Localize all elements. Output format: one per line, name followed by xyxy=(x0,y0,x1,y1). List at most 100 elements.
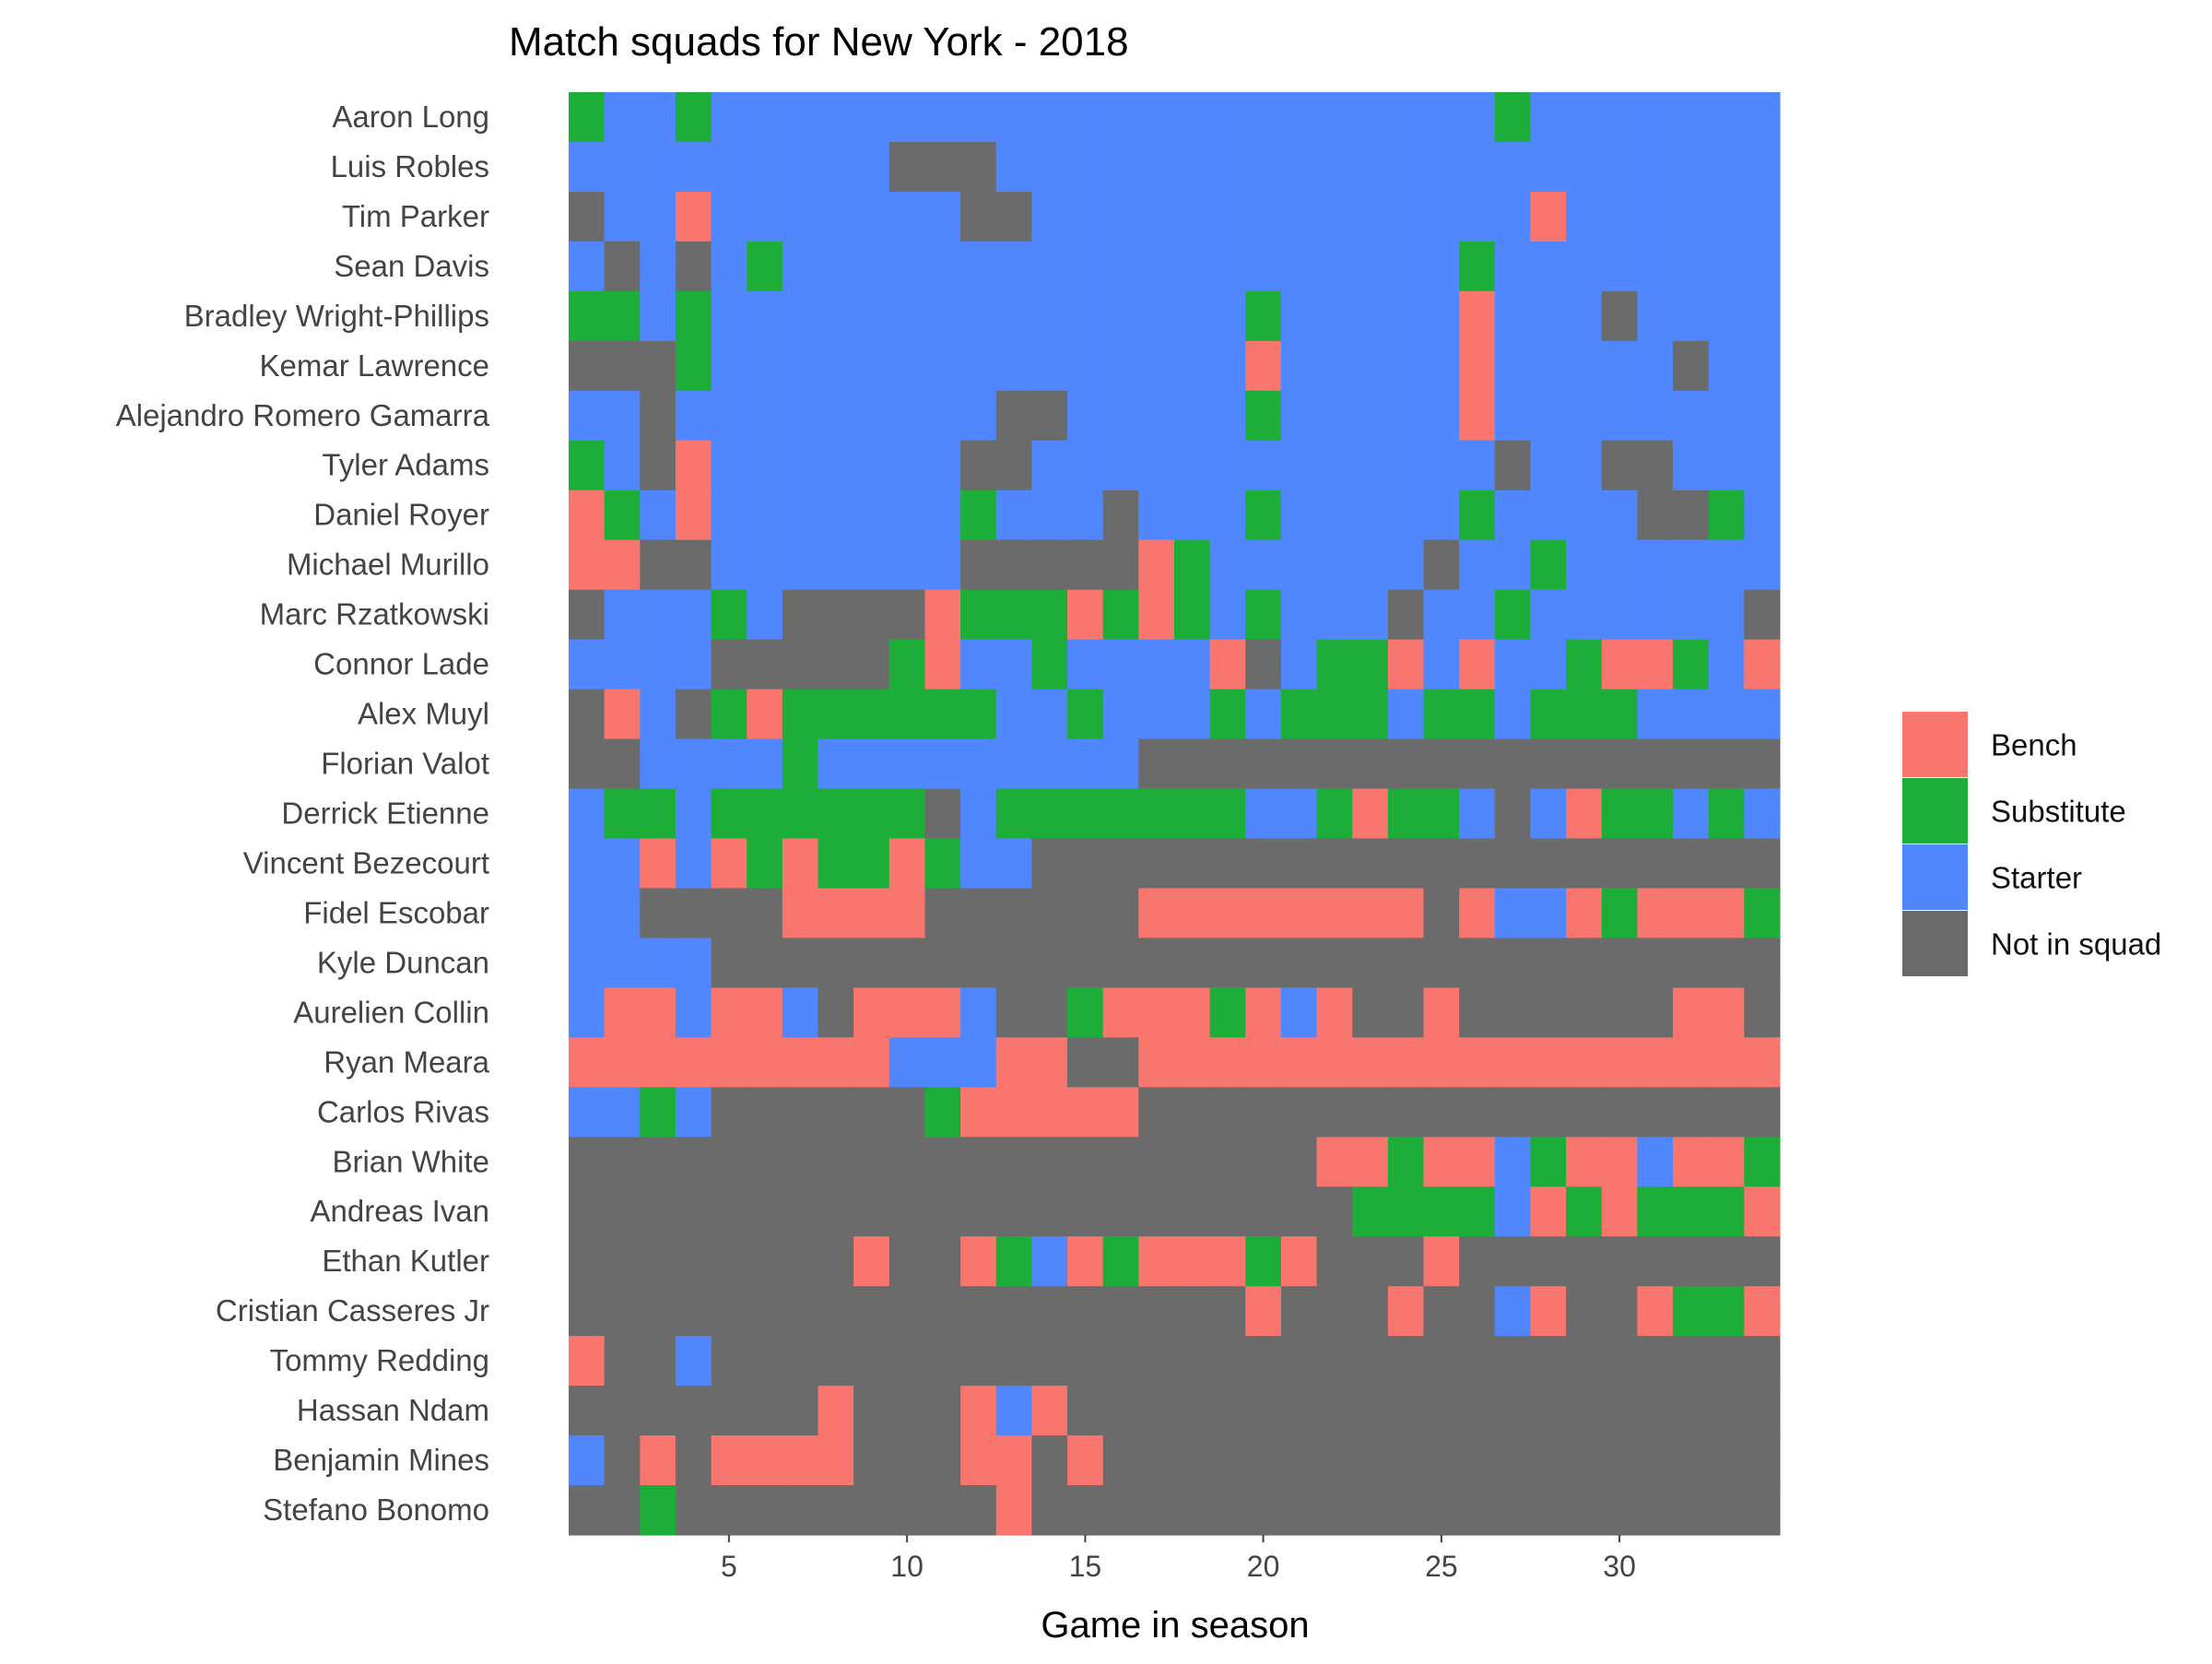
heatmap-cell-starter xyxy=(569,838,606,890)
heatmap-cell-starter xyxy=(1423,141,1460,193)
heatmap-cell-starter xyxy=(1423,340,1460,392)
heatmap-cell-starter xyxy=(1673,589,1710,641)
heatmap-cell-not-in-squad xyxy=(1423,539,1460,591)
legend-swatch-bench xyxy=(1902,712,1968,777)
heatmap-cell-starter xyxy=(569,1435,606,1486)
heatmap-cell-not-in-squad xyxy=(1744,1087,1781,1138)
heatmap-cell-starter xyxy=(1280,639,1318,690)
heatmap-cell-substitute xyxy=(818,788,854,840)
heatmap-cell-starter xyxy=(604,1087,641,1138)
heatmap-cell-not-in-squad xyxy=(1601,838,1639,890)
heatmap-cell-starter xyxy=(924,738,961,790)
heatmap-cell-starter xyxy=(1352,589,1389,641)
heatmap-cell-bench xyxy=(818,1435,854,1486)
heatmap-cell-not-in-squad xyxy=(747,938,783,988)
heatmap-cell-not-in-squad xyxy=(1387,1336,1425,1387)
y-tick-label: Florian Valot xyxy=(321,747,489,781)
heatmap-cell-starter xyxy=(1067,440,1104,491)
y-tick-label: Sean Davis xyxy=(334,249,489,283)
heatmap-cell-not-in-squad xyxy=(1280,1286,1318,1337)
heatmap-cell-starter xyxy=(1637,689,1674,740)
heatmap-cell-bench xyxy=(1102,987,1139,1038)
heatmap-cell-starter xyxy=(1423,191,1460,242)
heatmap-cell-starter xyxy=(1601,92,1639,143)
heatmap-cell-not-in-squad xyxy=(782,938,819,988)
heatmap-cell-starter xyxy=(640,290,677,342)
heatmap-cell-not-in-squad xyxy=(1601,1435,1639,1486)
heatmap-cell-bench xyxy=(995,1435,1033,1486)
heatmap-cell-not-in-squad xyxy=(675,1137,712,1187)
heatmap-cell-not-in-squad xyxy=(888,1286,926,1337)
heatmap-cell-starter xyxy=(818,290,854,342)
heatmap-cell-not-in-squad xyxy=(1673,738,1710,790)
heatmap-cell-not-in-squad xyxy=(960,1286,997,1337)
heatmap-cell-substitute xyxy=(1387,788,1425,840)
heatmap-cell-substitute xyxy=(1387,1186,1425,1237)
heatmap-cell-not-in-squad xyxy=(1174,938,1211,988)
heatmap-cell-starter xyxy=(853,141,890,193)
heatmap-cell-starter xyxy=(1459,539,1496,591)
heatmap-cell-bench xyxy=(1209,1037,1246,1088)
heatmap-cell-not-in-squad xyxy=(569,738,606,790)
y-tick-label: Fidel Escobar xyxy=(303,895,489,929)
heatmap-cell-bench xyxy=(1708,1037,1745,1088)
heatmap-cell-not-in-squad xyxy=(1494,1336,1532,1387)
heatmap-cell-starter xyxy=(1174,639,1211,690)
heatmap-cell-starter xyxy=(782,440,819,491)
heatmap-cell-starter xyxy=(924,490,961,541)
heatmap-cell-not-in-squad xyxy=(782,1336,819,1387)
heatmap-cell-starter xyxy=(782,191,819,242)
heatmap-cell-not-in-squad xyxy=(569,1137,606,1187)
heatmap-cell-not-in-squad xyxy=(1280,1186,1318,1237)
heatmap-cell-not-in-squad xyxy=(1708,1087,1745,1138)
heatmap-cell-not-in-squad xyxy=(1459,1435,1496,1486)
heatmap-cell-not-in-squad xyxy=(888,1435,926,1486)
heatmap-cell-starter xyxy=(1459,141,1496,193)
heatmap-cell-starter xyxy=(711,440,747,491)
heatmap-cell-starter xyxy=(675,141,712,193)
heatmap-cell-not-in-squad xyxy=(924,938,961,988)
heatmap-cell-starter xyxy=(1102,290,1139,342)
heatmap-cell-not-in-squad xyxy=(1209,838,1246,890)
heatmap-cell-not-in-squad xyxy=(1601,1236,1639,1287)
heatmap-cell-starter xyxy=(1102,689,1139,740)
heatmap-cell-not-in-squad xyxy=(1031,1186,1068,1237)
heatmap-cell-not-in-squad xyxy=(1245,639,1282,690)
heatmap-cell-not-in-squad xyxy=(1245,1435,1282,1486)
legend-label: Bench xyxy=(1991,728,2077,762)
heatmap-cell-starter xyxy=(711,92,747,143)
heatmap-cell-not-in-squad xyxy=(960,1137,997,1187)
heatmap-cell-starter xyxy=(995,92,1033,143)
heatmap-cell-substitute xyxy=(888,788,926,840)
heatmap-cell-not-in-squad xyxy=(818,1186,854,1237)
heatmap-cell-not-in-squad xyxy=(1530,1485,1567,1536)
heatmap-cell-not-in-squad xyxy=(1067,1037,1104,1088)
y-tick-label: Andreas Ivan xyxy=(311,1194,489,1228)
heatmap-cell-starter xyxy=(711,490,747,541)
heatmap-cell-starter xyxy=(782,987,819,1038)
heatmap-cell-starter xyxy=(782,539,819,591)
heatmap-cell-bench xyxy=(1138,1037,1175,1088)
heatmap-cell-not-in-squad xyxy=(640,390,677,442)
heatmap-cell-starter xyxy=(1352,539,1389,591)
heatmap-cell-substitute xyxy=(747,241,783,292)
heatmap-cell-starter xyxy=(569,888,606,939)
heatmap-cell-bench xyxy=(1138,539,1175,591)
heatmap-cell-not-in-squad xyxy=(1530,938,1567,988)
heatmap-cell-starter xyxy=(960,241,997,292)
heatmap-cell-starter xyxy=(604,440,641,491)
heatmap-cell-substitute xyxy=(1174,539,1211,591)
heatmap-cell-starter xyxy=(1566,440,1603,491)
heatmap-cell-not-in-squad xyxy=(1280,1435,1318,1486)
heatmap-cell-not-in-squad xyxy=(1459,1336,1496,1387)
heatmap-cell-starter xyxy=(1708,390,1745,442)
heatmap-cell-starter xyxy=(675,738,712,790)
heatmap-cell-bench xyxy=(1209,888,1246,939)
heatmap-cell-not-in-squad xyxy=(675,1186,712,1237)
heatmap-cell-not-in-squad xyxy=(1174,738,1211,790)
heatmap-cell-substitute xyxy=(818,838,854,890)
heatmap-cell-substitute xyxy=(1637,1186,1674,1237)
heatmap-cell-bench xyxy=(1459,888,1496,939)
heatmap-cell-not-in-squad xyxy=(604,1137,641,1187)
heatmap-cell-starter xyxy=(924,340,961,392)
